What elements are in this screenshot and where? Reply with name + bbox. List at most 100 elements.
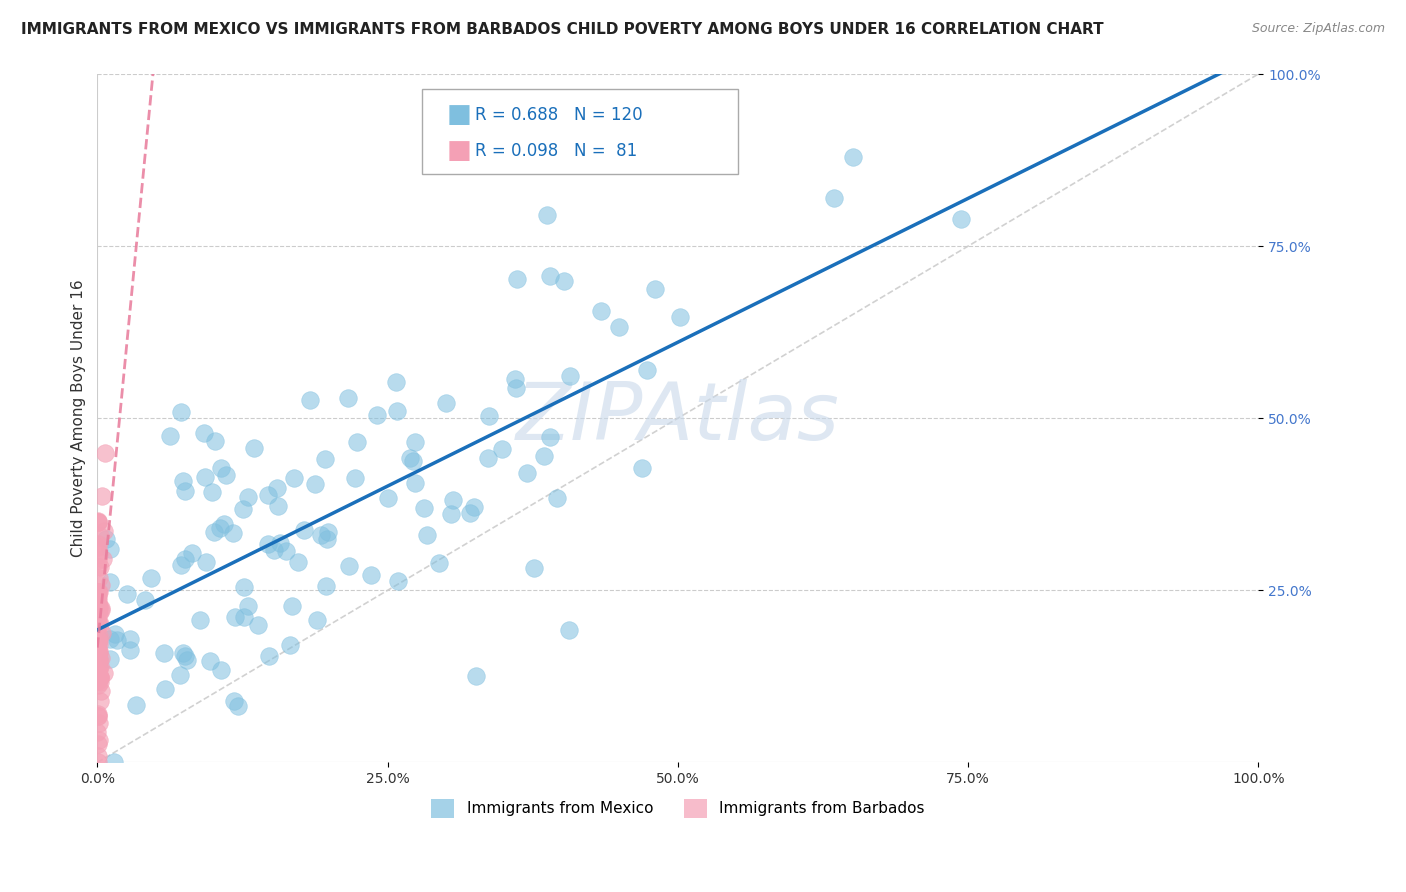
Point <box>404 434 426 449</box>
Point <box>87 732 110 747</box>
Point <box>87 642 110 657</box>
Point <box>87 541 110 555</box>
Point <box>87 716 110 731</box>
Point <box>86 590 108 604</box>
Point <box>87 516 110 530</box>
Point <box>668 310 690 325</box>
Point <box>202 525 225 540</box>
Point <box>87 661 110 675</box>
Point <box>246 618 269 632</box>
Point <box>491 442 513 457</box>
Point <box>89 671 111 685</box>
Point <box>87 615 110 629</box>
Point <box>134 593 156 607</box>
Point <box>89 670 111 684</box>
Point <box>170 558 193 573</box>
Point <box>505 272 527 286</box>
Point <box>89 662 111 676</box>
Point <box>257 488 280 502</box>
Point <box>636 363 658 377</box>
Point <box>86 605 108 619</box>
Point <box>90 601 112 615</box>
Point <box>278 638 301 652</box>
Text: ■: ■ <box>447 137 472 163</box>
Point <box>174 552 197 566</box>
Point <box>115 586 138 600</box>
Point <box>536 208 558 222</box>
Point <box>399 450 422 465</box>
Point <box>87 652 110 666</box>
Point <box>90 577 112 591</box>
Point <box>169 667 191 681</box>
Point <box>86 657 108 671</box>
Point <box>94 445 117 459</box>
Y-axis label: Child Poverty Among Boys Under 16: Child Poverty Among Boys Under 16 <box>72 279 86 557</box>
Point <box>89 529 111 543</box>
Point <box>98 632 121 646</box>
Point <box>89 571 111 585</box>
Point <box>87 709 110 723</box>
Point <box>269 536 291 550</box>
Point <box>87 594 110 608</box>
Point <box>377 491 399 505</box>
Point <box>215 468 238 483</box>
Point <box>89 694 111 708</box>
Point <box>224 610 246 624</box>
Point <box>404 476 426 491</box>
Point <box>505 381 527 395</box>
Point <box>89 646 111 660</box>
Point <box>90 626 112 640</box>
Point <box>465 669 488 683</box>
Point <box>98 574 121 589</box>
Point <box>842 150 865 164</box>
Point <box>89 658 111 673</box>
Point <box>86 674 108 689</box>
Point <box>86 514 108 528</box>
Point <box>87 632 110 646</box>
Point <box>98 651 121 665</box>
Point <box>194 555 217 569</box>
Point <box>458 506 481 520</box>
Point <box>89 616 111 631</box>
Point <box>89 585 111 599</box>
Point <box>86 708 108 723</box>
Point <box>87 590 110 604</box>
Point <box>440 507 463 521</box>
Point <box>949 212 972 227</box>
Point <box>204 434 226 449</box>
Point <box>86 678 108 692</box>
Point <box>89 637 111 651</box>
Point <box>86 559 108 574</box>
Point <box>546 491 568 505</box>
Point <box>478 409 501 423</box>
Point <box>87 674 110 689</box>
Point <box>86 588 108 602</box>
Point <box>173 649 195 664</box>
Point <box>232 501 254 516</box>
Point <box>558 623 581 637</box>
Point <box>387 574 409 589</box>
Point <box>198 654 221 668</box>
Point <box>90 683 112 698</box>
Point <box>89 669 111 683</box>
Point <box>93 524 115 539</box>
Point <box>309 528 332 542</box>
Point <box>209 664 232 678</box>
Point <box>87 607 110 621</box>
Point <box>87 537 110 551</box>
Point <box>463 500 485 514</box>
Point <box>105 633 128 648</box>
Point <box>315 579 337 593</box>
Point <box>87 665 110 679</box>
Point <box>181 546 204 560</box>
Point <box>153 681 176 696</box>
Point <box>385 403 408 417</box>
Point <box>87 649 110 664</box>
Point <box>609 319 631 334</box>
Point <box>644 282 666 296</box>
Point <box>201 485 224 500</box>
Point <box>139 571 162 585</box>
Point <box>533 449 555 463</box>
Point <box>360 568 382 582</box>
Point <box>477 451 499 466</box>
